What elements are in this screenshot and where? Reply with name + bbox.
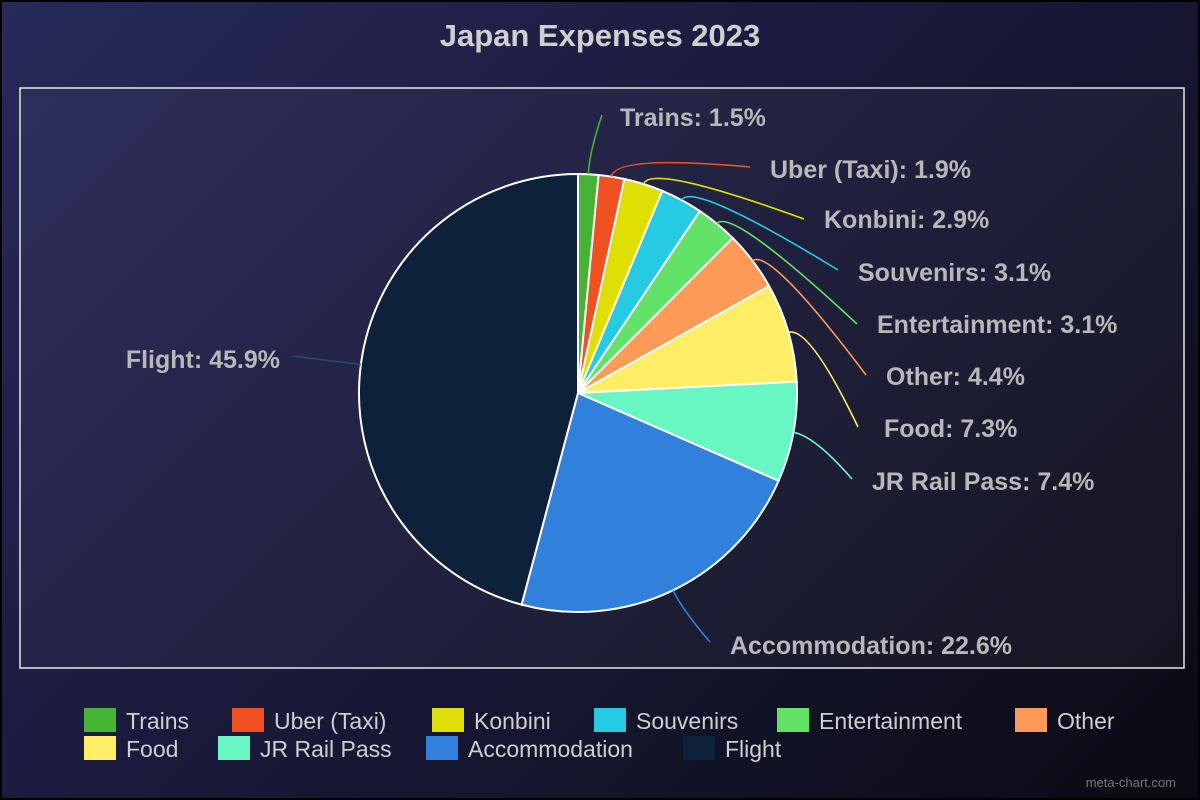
legend-swatch-souvenirs <box>594 708 626 732</box>
watermark[interactable]: meta-chart.com <box>1085 775 1176 790</box>
legend-swatch-trains <box>84 708 116 732</box>
legend-swatch-jr-rail-pass <box>218 736 250 760</box>
legend-swatch-flight <box>683 736 715 760</box>
legend-label-accommodation: Accommodation <box>468 736 633 762</box>
chart-title: Japan Expenses 2023 <box>440 18 761 53</box>
legend-label-jr-rail-pass: JR Rail Pass <box>260 736 392 762</box>
data-label-entertainment: Entertainment: 3.1% <box>877 311 1117 339</box>
data-label-trains: Trains: 1.5% <box>620 104 766 132</box>
legend-label-entertainment: Entertainment <box>819 708 963 734</box>
legend-swatch-accommodation <box>426 736 458 760</box>
data-label-uber-taxi: Uber (Taxi): 1.9% <box>770 156 971 184</box>
legend-label-trains: Trains <box>126 708 189 734</box>
data-label-food: Food: 7.3% <box>884 415 1017 443</box>
leader-line-entertainment <box>716 220 858 325</box>
data-label-konbini: Konbini: 2.9% <box>824 206 989 234</box>
leader-line-other <box>752 258 867 376</box>
legend-swatch-konbini <box>432 708 464 732</box>
leader-line-trains <box>587 114 603 175</box>
data-label-accommodation: Accommodation: 22.6% <box>730 632 1012 660</box>
leader-line-jr-rail-pass <box>793 431 853 480</box>
leader-line-konbini <box>642 177 805 220</box>
leader-line-souvenirs <box>680 195 839 271</box>
legend-swatch-other <box>1015 708 1047 732</box>
slice-food <box>577 284 798 394</box>
legend-swatch-entertainment <box>777 708 809 732</box>
legend-label-uber-taxi: Uber (Taxi) <box>274 708 386 734</box>
leader-line-food <box>788 331 859 428</box>
data-label-other: Other: 4.4% <box>886 363 1025 391</box>
leader-line-accommodation <box>672 589 711 643</box>
legend-label-konbini: Konbini <box>474 708 551 734</box>
data-label-jr-rail-pass: JR Rail Pass: 7.4% <box>872 468 1094 496</box>
legend-swatch-food <box>84 736 116 760</box>
legend-label-souvenirs: Souvenirs <box>636 708 738 734</box>
legend-label-flight: Flight <box>725 736 782 762</box>
data-label-flight: Flight: 45.9% <box>126 346 280 374</box>
leader-line-uber-taxi <box>610 161 751 177</box>
plot-area <box>19 87 1185 669</box>
legend-label-food: Food <box>126 736 178 762</box>
leader-line-flight <box>291 355 362 366</box>
slice-jr-rail-pass <box>577 380 799 483</box>
legend-label-other: Other <box>1057 708 1115 734</box>
data-label-souvenirs: Souvenirs: 3.1% <box>858 259 1051 287</box>
legend-swatch-uber-taxi <box>232 708 264 732</box>
